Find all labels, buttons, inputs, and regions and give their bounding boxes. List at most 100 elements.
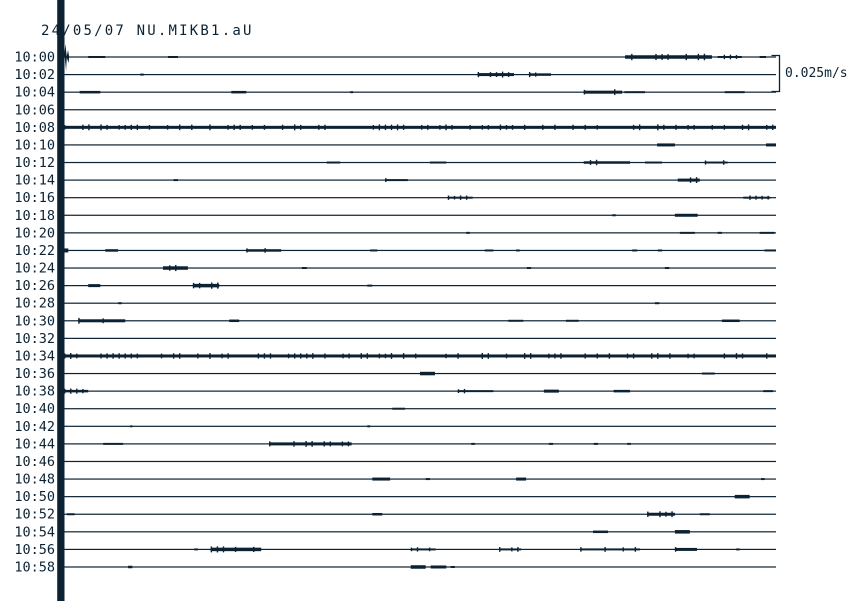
trace-row[interactable]: 10:06 [14,102,776,118]
trace-event-tick [614,89,616,96]
trace-row[interactable]: 10:50 [14,489,776,505]
time-label: 10:54 [14,524,55,540]
trace-row[interactable]: 10:38 [14,384,776,400]
trace-event-tick [239,124,241,130]
onset-spike [64,44,70,71]
trace-event-tick [384,124,387,131]
trace-row[interactable]: 10:58 [14,559,776,575]
trace-event [593,442,598,445]
trace-row[interactable]: 10:12 [14,155,776,171]
scale-bracket [771,54,781,93]
trace-event [372,512,383,516]
time-label: 10:10 [14,137,55,153]
trace-event-tick [447,195,450,200]
trace-event-tick [197,353,199,359]
trace-event-tick [166,125,169,130]
trace-event-tick [595,159,598,166]
trace-row[interactable]: 10:48 [14,472,776,488]
trace-row[interactable]: 10:32 [14,331,776,347]
trace-row[interactable]: 10:42 [14,419,776,435]
trace-event-tick [584,353,586,359]
trace-event [627,442,631,445]
trace-event-tick [481,125,483,130]
trace-event-tick [767,195,769,200]
trace-line [64,425,776,427]
trace-row[interactable]: 10:46 [14,454,776,470]
trace-row[interactable]: 10:26 [14,278,776,294]
trace-event-tick [246,248,248,253]
trace-event [64,354,776,358]
trace-row[interactable]: 10:16 [14,190,776,206]
trace-row[interactable]: 10:34 [14,348,776,364]
trace-event [644,161,663,164]
trace-event-tick [511,547,513,552]
trace-event-tick [227,353,229,359]
trace-event-tick [384,353,387,359]
time-label: 10:36 [14,366,55,382]
trace-event-tick [651,353,653,359]
trace-event-tick [761,195,763,200]
trace-row[interactable]: 10:20 [14,225,776,241]
trace-row[interactable]: 10:24 [14,261,776,277]
trace-event-tick [560,353,562,359]
trace-event-tick [445,353,447,359]
trace-event-tick [390,124,393,131]
trace-row[interactable]: 10:04 [14,85,776,101]
trace-event-tick [175,264,177,272]
trace-row[interactable]: 10:18 [14,208,776,224]
trace-row[interactable]: 10:28 [14,296,776,312]
trace-event [674,547,697,551]
trace-event [593,530,608,534]
trace-event-tick [124,353,126,359]
trace-row[interactable]: 10:56 [14,542,776,558]
trace-event [385,179,408,182]
trace-event-tick [723,124,726,130]
trace-row[interactable]: 10:36 [14,366,776,382]
trace-row[interactable]: 10:54 [14,524,776,540]
trace-event-tick [233,124,235,130]
trace-row[interactable]: 10:40 [14,401,776,417]
trace-event [269,442,352,446]
time-label: 10:18 [14,208,55,224]
trace-event [66,513,75,516]
trace-row[interactable]: 10:10 [14,137,776,153]
trace-event-tick [416,547,419,552]
trace-row[interactable]: 10:00 [14,44,776,71]
trace-line [64,232,776,234]
trace-event-tick [685,53,687,61]
time-label: 10:14 [14,173,55,189]
time-label: 10:38 [14,384,55,400]
trace-event-tick [657,353,659,359]
trace-event-tick [723,54,726,60]
trace-row[interactable]: 10:14 [14,173,776,189]
trace-row[interactable]: 10:08 [14,120,776,136]
trace-event [231,90,247,94]
trace-event-tick [667,54,669,60]
trace-event-tick [584,124,586,130]
trace-event-tick [554,353,556,359]
trace-row[interactable]: 10:02 [14,67,776,83]
trace-row[interactable]: 10:22 [14,243,776,259]
trace-event-tick [402,353,405,359]
time-label: 10:02 [14,67,55,83]
trace-event-tick [300,124,302,130]
trace-event [466,231,470,234]
trace-event-tick [697,53,700,61]
trace-event-tick [191,124,193,131]
trace-event-tick [293,353,296,359]
trace-event-tick [457,353,459,359]
trace-row[interactable]: 10:52 [14,507,776,523]
trace-event-tick [693,124,695,130]
trace-event [457,390,494,393]
trace-event-tick [741,353,744,359]
trace-event [766,143,776,147]
trace-row[interactable]: 10:30 [14,313,776,329]
trace-line [64,460,776,463]
trace-event-tick [749,195,751,200]
time-label: 10:00 [14,50,55,66]
trace-event-tick [657,124,659,131]
trace-row[interactable]: 10:44 [14,436,776,452]
trace-line [64,531,776,533]
